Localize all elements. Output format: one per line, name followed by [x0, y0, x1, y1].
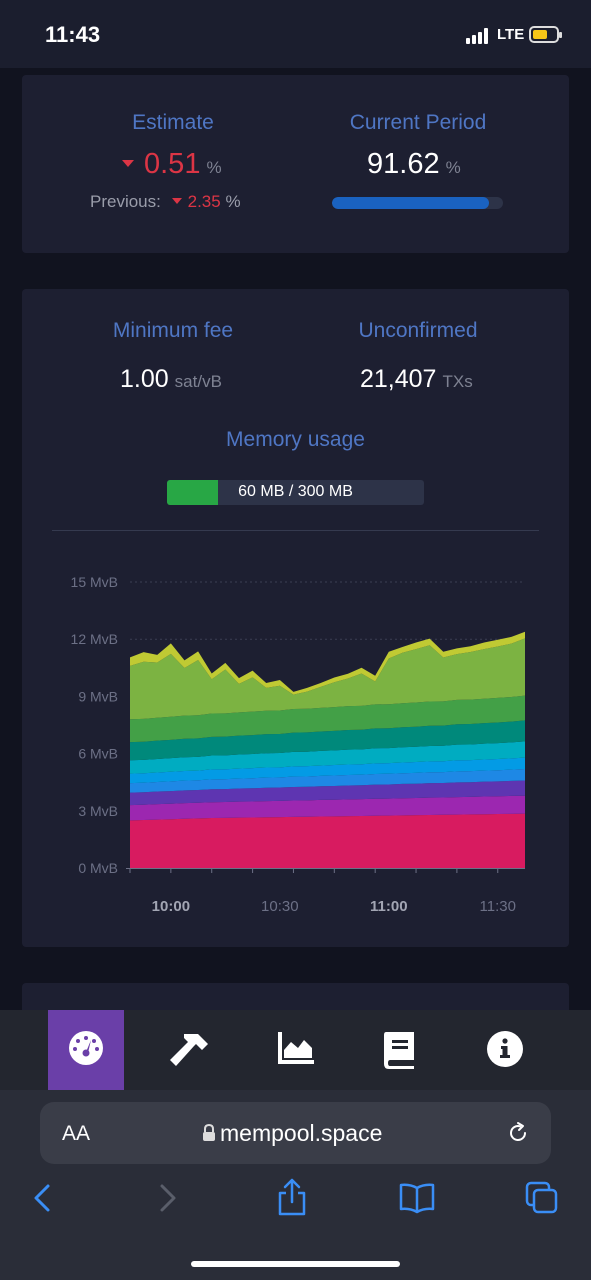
unconfirmed-value: 21,407 TXs: [360, 365, 473, 394]
minimum-fee-unit: sat/vB: [174, 372, 222, 391]
unconfirmed-number: 21,407: [360, 365, 437, 393]
status-bar: 11:43 LTE: [0, 0, 591, 68]
text-size-label: AA: [62, 1122, 91, 1145]
book-icon: [384, 1032, 414, 1069]
mempool-size-chart: 0 MvB 3 MvB 6 MvB 9 MvB 12 MvB 15 MvB 10:00 10:…: [71, 574, 525, 915]
y-tick-label: 9 MvB: [78, 688, 118, 704]
current-period-number: 91.62: [367, 148, 440, 180]
hammer-icon: [170, 1034, 208, 1066]
memory-usage-label: Memory usage: [226, 428, 365, 451]
nav-mining[interactable]: [148, 1010, 224, 1090]
x-tick-label: 11:30: [480, 898, 516, 915]
nav-about[interactable]: [466, 1010, 542, 1090]
mempool-card: Minimum fee 1.00 sat/vB Unconfirmed 21,40…: [22, 289, 569, 947]
minimum-fee-number: 1.00: [120, 365, 169, 393]
area-series-8: [130, 638, 525, 720]
url-text: mempool.space: [220, 1120, 383, 1146]
current-period-value: 91.62%: [367, 148, 461, 181]
network-type: LTE: [497, 26, 525, 43]
down-arrow-icon: [122, 159, 134, 167]
bottom-navigation: [0, 1010, 591, 1090]
area-series-9: [130, 631, 525, 695]
unconfirmed-label: Unconfirmed: [358, 319, 478, 342]
reload-icon[interactable]: [506, 1121, 530, 1145]
area-series-2: [130, 780, 525, 806]
estimate-label: Estimate: [132, 111, 214, 134]
previous-change: Previous: 2.35 %: [90, 192, 241, 212]
estimate-value: 0.51%: [122, 148, 222, 181]
current-period-progress: [332, 197, 503, 209]
y-tick-label: 15 MvB: [71, 574, 118, 590]
address-bar[interactable]: AA mempool.space: [40, 1102, 551, 1164]
estimate-unit: %: [206, 158, 222, 177]
area-series-3: [130, 769, 525, 793]
memory-usage-text: 60 MB / 300 MB: [238, 483, 353, 500]
y-tick-label: 12 MvB: [71, 631, 118, 647]
signal-strength-icon: [466, 28, 492, 44]
x-tick-label: 10:00: [152, 898, 190, 915]
area-series-6: [130, 720, 525, 761]
previous-value: 2.35: [187, 192, 221, 211]
browser-chrome: AA mempool.space: [0, 1090, 591, 1280]
text-size-button[interactable]: AA: [62, 1122, 90, 1146]
status-time: 11:43: [45, 22, 101, 47]
area-series-4: [130, 757, 525, 784]
area-series-1: [130, 795, 525, 821]
lock-icon: [203, 1124, 215, 1141]
current-period-label: Current Period: [349, 111, 487, 134]
bookmarks-icon[interactable]: [398, 1182, 436, 1214]
nav-docs[interactable]: [362, 1010, 438, 1090]
nav-dashboard[interactable]: [48, 1010, 124, 1090]
current-period-unit: %: [445, 158, 461, 177]
y-tick-label: 0 MvB: [78, 860, 118, 876]
home-indicator: [191, 1261, 400, 1267]
tabs-icon[interactable]: [524, 1180, 560, 1216]
area-series-5: [130, 741, 525, 774]
memory-usage-bar: 60 MB / 300 MB: [167, 480, 424, 505]
y-tick-label: 6 MvB: [78, 746, 118, 762]
divider: [52, 530, 539, 531]
area-series-7: [130, 695, 525, 743]
unconfirmed-unit: TXs: [442, 372, 473, 391]
back-icon[interactable]: [30, 1182, 54, 1214]
share-icon[interactable]: [276, 1178, 308, 1216]
previous-unit: %: [225, 192, 241, 211]
x-tick-label: 11:00: [370, 898, 408, 915]
previous-label: Previous:: [90, 192, 161, 211]
down-arrow-icon: [171, 197, 182, 204]
dashboard-gauge-icon: [69, 1031, 103, 1065]
x-tick-label: 10:30: [261, 898, 299, 915]
estimate-number: 0.51: [144, 148, 201, 180]
area-chart-icon: [278, 1032, 314, 1064]
minimum-fee-label: Minimum fee: [112, 319, 234, 342]
minimum-fee-value: 1.00 sat/vB: [120, 365, 222, 394]
forward-icon[interactable]: [156, 1182, 180, 1214]
difficulty-adjustment-card: Estimate 0.51% Previous: 2.35 % Current …: [22, 75, 569, 253]
y-tick-label: 3 MvB: [78, 803, 118, 819]
nav-graphs[interactable]: [256, 1010, 332, 1090]
info-icon: [487, 1031, 523, 1067]
area-series-0: [130, 813, 525, 868]
battery-icon: [529, 26, 562, 43]
